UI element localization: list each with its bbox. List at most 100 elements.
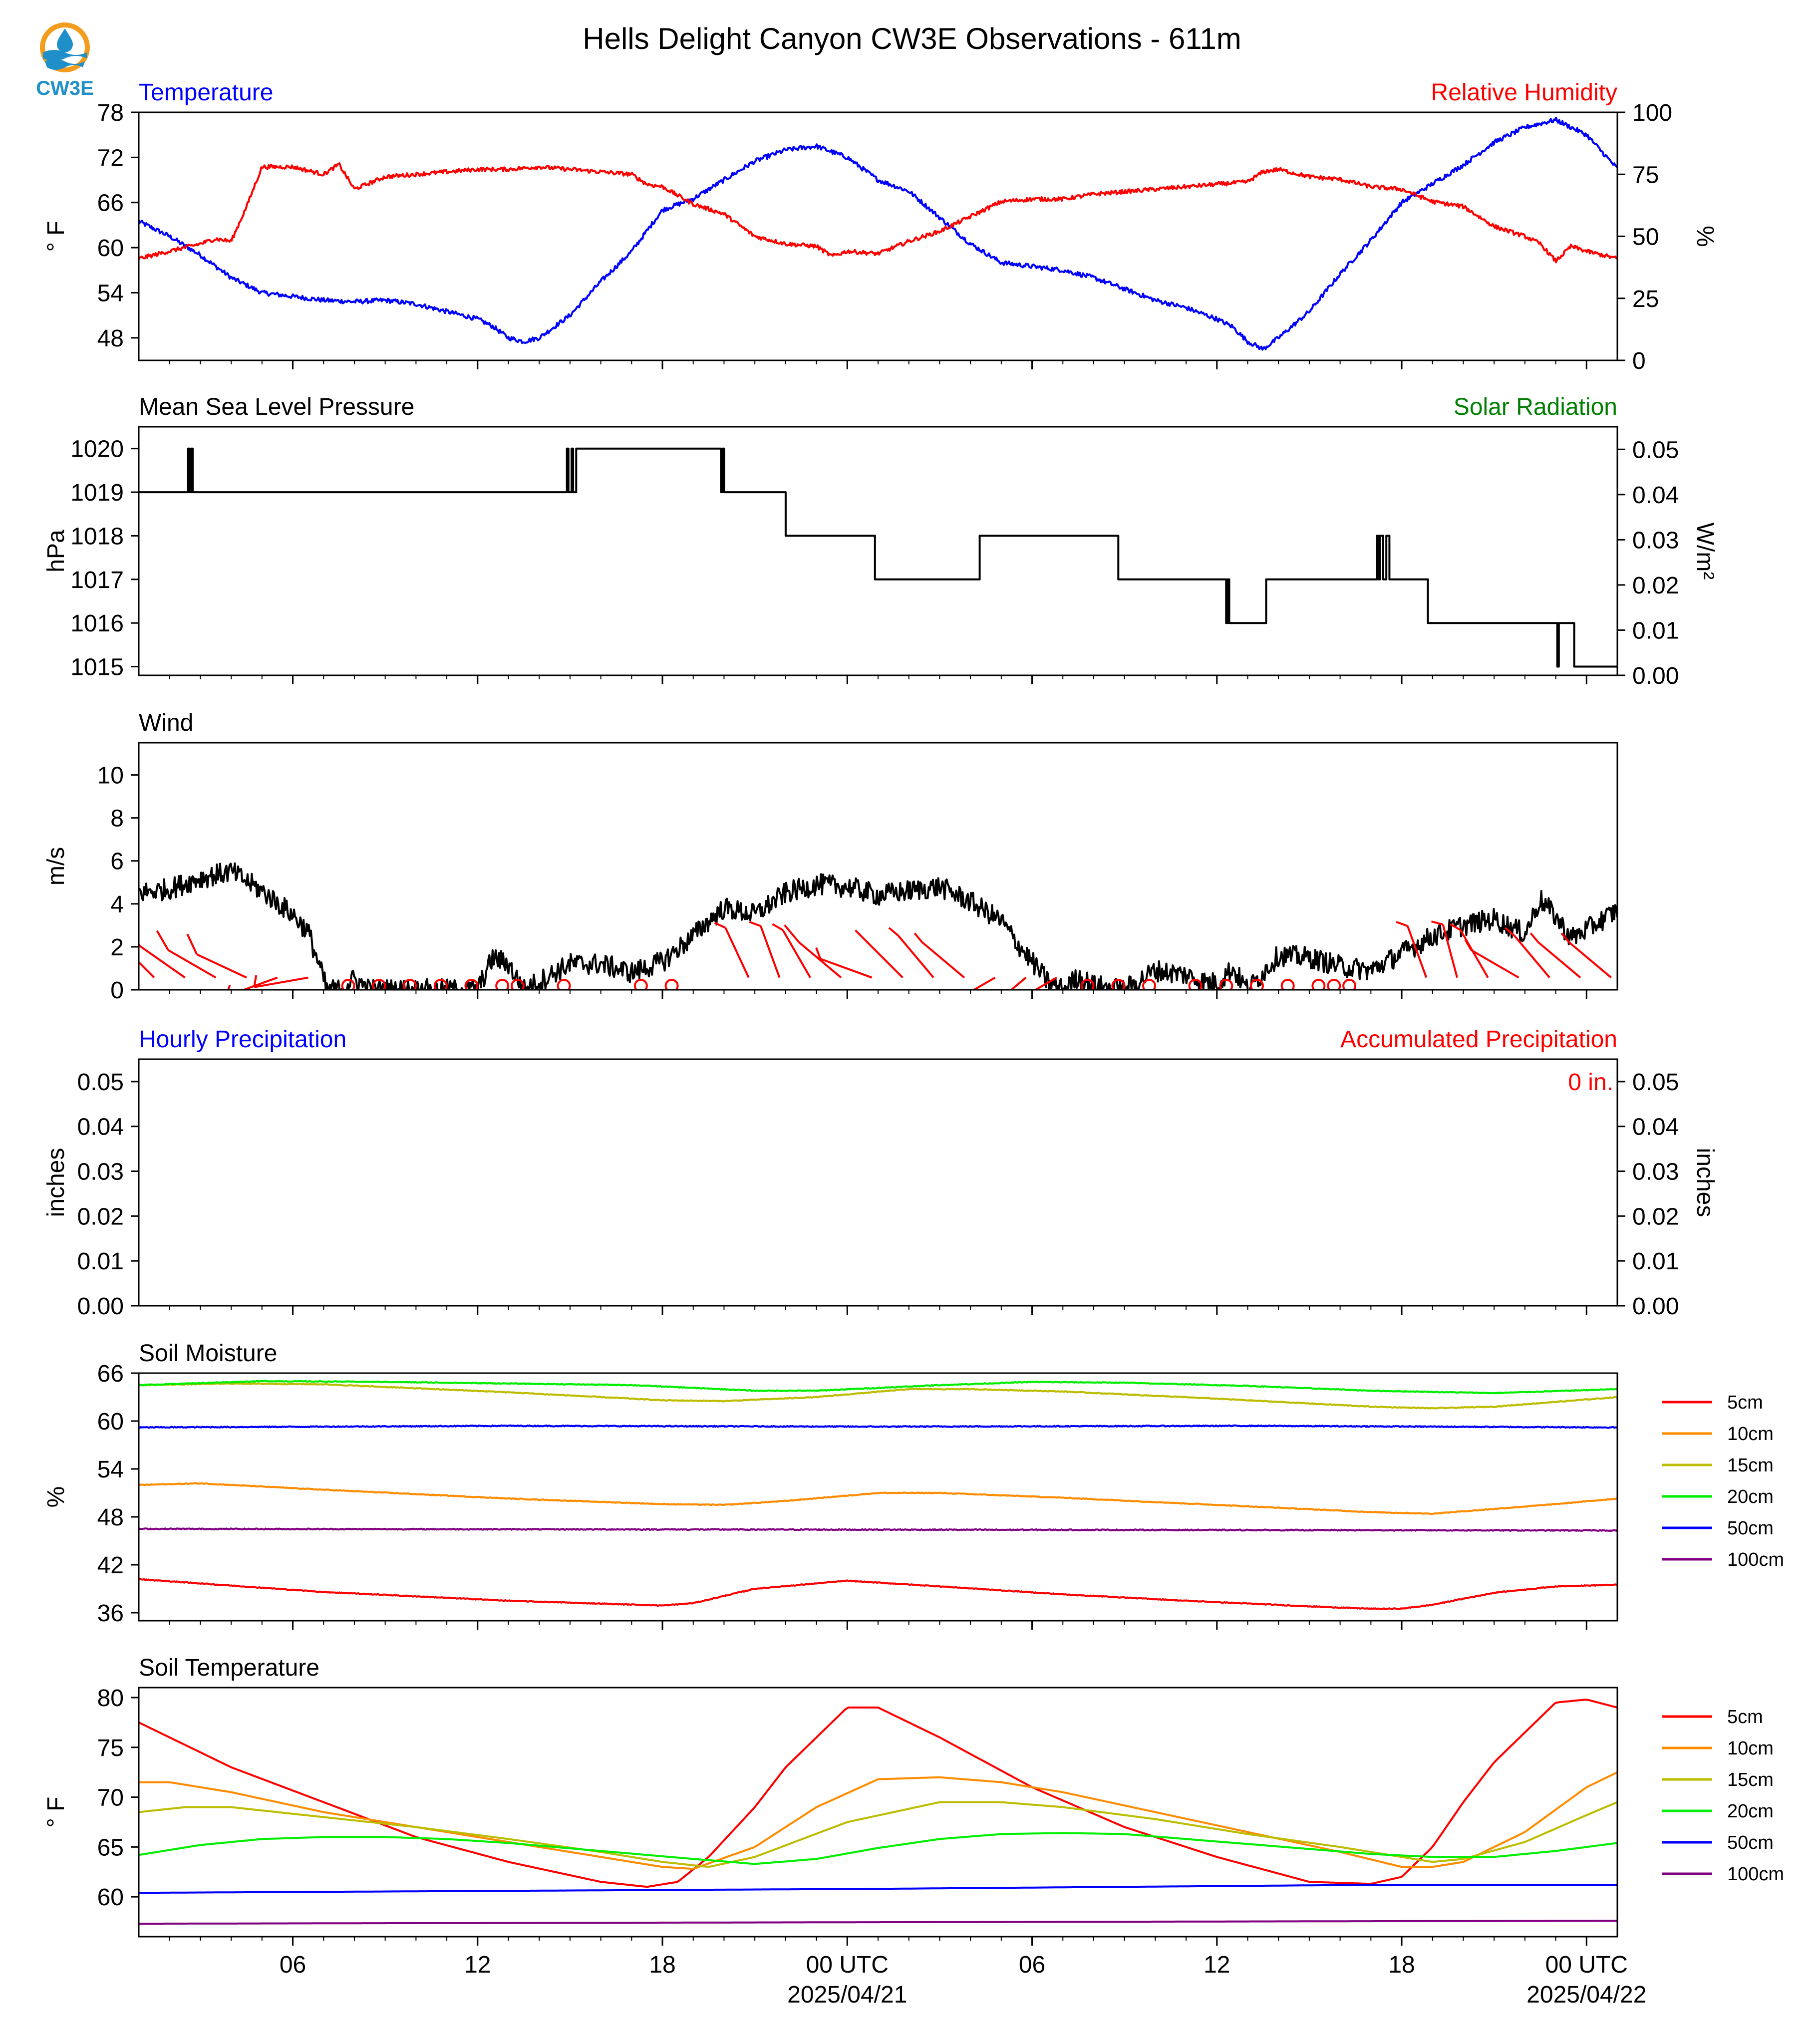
plot-frame	[138, 742, 1618, 991]
legend-label: 10cm	[1727, 1424, 1774, 1445]
x-tick-label: 18	[1388, 1952, 1415, 1978]
logo-waves	[43, 50, 87, 70]
wind-barb	[1431, 920, 1459, 978]
wind-barb	[1504, 927, 1550, 978]
wind-barb-flag	[815, 947, 822, 959]
wind-barb	[749, 921, 781, 978]
y-tick-label: 54	[97, 280, 124, 306]
wind-barb-flag	[1396, 921, 1408, 927]
y-tick-label: 80	[97, 1685, 124, 1712]
wind-calm-marker	[341, 979, 355, 990]
wind-barb	[227, 976, 278, 990]
legend-label: 15cm	[1727, 1769, 1774, 1790]
y-tick-label: 0.05	[77, 1069, 124, 1096]
wind-barb-flag	[772, 923, 784, 931]
legend: 5cm 10cm 15cm 20cm 50cm 100cm	[1662, 1392, 1784, 1570]
y-axis-label-right: W/m²	[1692, 523, 1718, 580]
y-tick-label-right: 0.03	[1632, 1159, 1679, 1185]
series-line-15cm	[139, 1801, 1617, 1868]
wind-calm-marker	[664, 979, 679, 990]
wind-calm-marker	[495, 979, 510, 990]
y-tick-label-right: 25	[1632, 286, 1659, 312]
wind-barb-staff	[897, 935, 934, 978]
wind-barb-staff	[1514, 935, 1550, 978]
plot-frame	[138, 111, 1618, 361]
wind-barb-flag	[1504, 927, 1515, 936]
plot-frame	[138, 426, 1618, 676]
wind-barb-staff	[1460, 929, 1489, 978]
wind-barb	[1529, 932, 1581, 979]
wind-barb-staff	[241, 976, 278, 990]
wind-barb	[784, 924, 842, 979]
panel-pressure: Mean Sea Level Pressure Solar Radiation 10…	[43, 394, 1718, 689]
wind-barb-staff	[1033, 976, 1057, 990]
y-tick-label: 8	[110, 806, 124, 832]
x-tick-label: 06	[1019, 1952, 1045, 1978]
wind-barb-staff	[820, 958, 873, 979]
wind-barb	[1033, 976, 1057, 990]
wind-barb-flag	[1529, 932, 1539, 943]
wind-calm-marker	[1080, 979, 1095, 990]
wind-barb-staff	[1537, 941, 1581, 979]
wind-barb-staff	[1406, 925, 1428, 978]
wind-barb	[1450, 923, 1489, 978]
logo-text: CW3E	[36, 77, 94, 99]
x-tick-label: 18	[649, 1952, 675, 1978]
wind-barb	[1464, 939, 1519, 979]
wind-barb-staff	[724, 927, 750, 978]
wind-calm-marker	[1311, 979, 1326, 990]
y-tick-label-right: 50	[1632, 224, 1659, 251]
wind-calm-marker	[633, 979, 648, 990]
figure-title: Hells Delight Canyon CW3E Observations -…	[583, 22, 1241, 55]
cw3e-logo: CW3E	[36, 22, 94, 99]
y-tick-label: 70	[97, 1785, 124, 1811]
y-tick-label: 48	[97, 1504, 124, 1531]
wind-barb-flag	[888, 927, 899, 936]
wind-barb	[888, 927, 934, 978]
wind-calm-marker	[1342, 979, 1357, 990]
wind-barb-staff	[782, 929, 811, 978]
wind-barb-staff	[139, 945, 186, 979]
wind-calm-marker	[1111, 979, 1126, 990]
y-tick-label-right: 0.00	[1632, 663, 1679, 689]
wind-barb-staff	[972, 976, 996, 990]
panel-precip: Hourly Precipitation Accumulated Precipit…	[43, 1026, 1718, 1320]
wind-barb-flag	[156, 930, 169, 951]
panel-soil_temp: Soil Temperature 60 65 70 75 80 ° F 5cm 10cm 15cm…	[43, 1655, 1784, 1946]
wind-calm-marker	[1188, 979, 1203, 990]
legend-label: 50cm	[1727, 1518, 1774, 1539]
legend-label: 20cm	[1727, 1486, 1774, 1507]
plot-frame	[138, 1687, 1618, 1938]
plot-area	[139, 1699, 1617, 1925]
y-tick-label: 60	[97, 1884, 124, 1911]
x-tick-label: 12	[1204, 1952, 1230, 1978]
plot-area	[139, 1380, 1617, 1610]
wind-barb-staff	[168, 949, 217, 979]
wind-barb-flag	[855, 929, 865, 940]
plot-area	[139, 862, 1617, 990]
y-tick-label: 72	[97, 145, 124, 171]
wind-barb-flag	[714, 921, 726, 929]
panel-title-left: Temperature	[139, 79, 273, 106]
plot-frame	[138, 1058, 1618, 1307]
wind-barb-flag	[253, 975, 258, 988]
wind-barb	[855, 929, 904, 978]
y-tick-label: 1019	[70, 480, 124, 506]
panel-title-right: Relative Humidity	[1431, 79, 1617, 106]
wind-calm-marker	[433, 979, 448, 990]
wind-barb-flag	[1431, 920, 1444, 926]
y-tick-label-right: 0.04	[1632, 482, 1679, 509]
y-tick-label: 1018	[70, 523, 124, 550]
panel-wind: Wind 0 2 4 6 8 10 m/s	[43, 710, 1618, 1004]
y-tick-label-right: 0	[1632, 348, 1646, 374]
y-tick-label: 1016	[70, 610, 124, 637]
y-tick-label: 0.00	[77, 1293, 124, 1320]
y-tick-label: 66	[97, 190, 124, 217]
legend-label: 15cm	[1727, 1455, 1774, 1476]
wind-barb	[815, 947, 873, 979]
y-tick-label: 66	[97, 1361, 124, 1387]
y-tick-label-right: 0.03	[1632, 527, 1679, 554]
y-tick-label: 65	[97, 1834, 124, 1861]
wind-calm-marker	[403, 979, 417, 990]
